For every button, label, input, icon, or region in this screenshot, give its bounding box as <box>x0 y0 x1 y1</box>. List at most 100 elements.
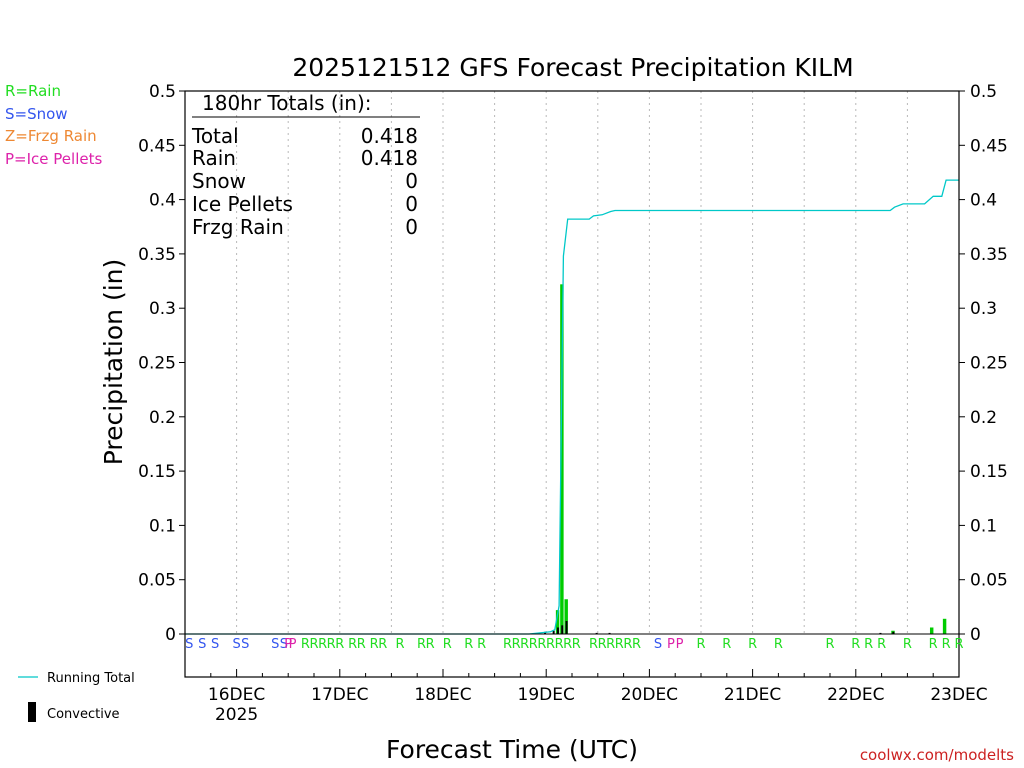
y-tick-label-right: 0.1 <box>970 516 997 536</box>
y-tick-label-left: 0.35 <box>138 245 176 265</box>
convective-bar <box>892 631 895 634</box>
convective-bar <box>565 620 568 634</box>
totals-snow-label: Snow <box>192 169 246 193</box>
convective-bar <box>561 625 564 634</box>
ptype-marker: R <box>443 637 452 652</box>
y-tick-label-left: 0.3 <box>149 299 176 319</box>
y-tick-label-right: 0 <box>970 625 981 645</box>
ptype-marker: S <box>280 637 288 652</box>
ptype-marker: R <box>903 637 912 652</box>
x-tick-sublabel: 2025 <box>215 705 258 725</box>
running-total-line <box>185 179 959 635</box>
ptype-marker: R <box>537 637 546 652</box>
legend-rain: R=Rain <box>5 82 61 100</box>
ptype-marker: R <box>520 637 529 652</box>
ptype-marker: R <box>395 637 404 652</box>
ptype-marker: P <box>284 637 292 652</box>
ptype-marker: R <box>825 637 834 652</box>
plot-frame <box>184 90 960 678</box>
totals-frzg-label: Frzg Rain <box>192 215 284 239</box>
y-tick-label-right: 0.15 <box>970 462 1008 482</box>
ptype-marker: R <box>327 637 336 652</box>
y-tick-label-left: 0.25 <box>138 354 176 374</box>
legend-frzg-rain: Z=Frzg Rain <box>5 127 97 145</box>
x-tick-label: 16DEC <box>208 685 265 705</box>
legend-running-total: Running Total <box>47 671 135 686</box>
ptype-marker: S <box>211 637 219 652</box>
ptype-marker: R <box>417 637 426 652</box>
ptype-marker: S <box>198 637 206 652</box>
ptype-marker: R <box>877 637 886 652</box>
ptype-marker: R <box>615 637 624 652</box>
y-tick-label-left: 0.4 <box>149 191 176 211</box>
y-tick-label-right: 0.05 <box>970 571 1008 591</box>
totals-ice-label: Ice Pellets <box>192 192 293 216</box>
ptype-marker: R <box>623 637 632 652</box>
x-tick-label: 18DEC <box>414 685 471 705</box>
convective-bar <box>595 632 598 634</box>
ptype-legend: R=Rain S=Snow Z=Frzg Rain P=Ice Pellets <box>5 82 102 168</box>
ptype-marker: R <box>426 637 435 652</box>
ptype-marker: R <box>864 637 873 652</box>
y-tick-label-right: 0.5 <box>970 82 997 102</box>
totals-box: 180hr Totals (in): Total 0.418 Rain 0.41… <box>191 91 420 239</box>
x-tick-label: 17DEC <box>311 685 368 705</box>
ptype-marker: R <box>632 637 641 652</box>
ptype-marker: R <box>598 637 607 652</box>
precip-bar <box>942 618 947 634</box>
ptype-marker: R <box>357 637 366 652</box>
y-axis-label: Precipitation (in) <box>99 259 128 466</box>
y-tick-label-right: 0.2 <box>970 408 997 428</box>
y-tick-label-right: 0.35 <box>970 245 1008 265</box>
ptype-marker: S <box>232 637 240 652</box>
ptype-marker: R <box>572 637 581 652</box>
y-tick-label-left: 0.05 <box>138 571 176 591</box>
ptype-marker: S <box>185 637 193 652</box>
ptype-marker: R <box>546 637 555 652</box>
y-tick-label-left: 0.5 <box>149 82 176 102</box>
ptype-marker: R <box>563 637 572 652</box>
y-tick-label-left: 0 <box>165 625 176 645</box>
y-tick-label-right: 0.45 <box>970 136 1008 156</box>
ptype-marker: R <box>301 637 310 652</box>
precip-bar <box>564 599 568 634</box>
y-tick-label-right: 0.25 <box>970 354 1008 374</box>
y-tick-label-left: 0.15 <box>138 462 176 482</box>
ptype-marker: R <box>942 637 951 652</box>
convective-bar <box>608 632 611 634</box>
precip-bar <box>560 284 564 634</box>
ptype-marker: P <box>289 637 297 652</box>
grid <box>236 91 908 634</box>
ptype-marker: R <box>318 637 327 652</box>
series-legend: Running Total Convective <box>18 671 135 722</box>
ptype-marker: R <box>464 637 473 652</box>
y-tick-label-right: 0.3 <box>970 299 997 319</box>
credit-text: coolwx.com/modelts <box>860 746 1014 764</box>
precip-bar <box>929 627 934 634</box>
y-tick-label-left: 0.2 <box>149 408 176 428</box>
y-tick-label-right: 0.4 <box>970 191 997 211</box>
ptype-marker: R <box>774 637 783 652</box>
ptype-markers: S S S S S S SPP R R R R R R R R R R R R R R R R R R R R R R R R R R R R R R S… <box>185 637 963 652</box>
ptype-marker: R <box>929 637 938 652</box>
totals-total-label: Total <box>191 124 239 148</box>
ptype-marker: S <box>654 637 662 652</box>
ptype-marker: R <box>378 637 387 652</box>
y-tick-label-left: 0.1 <box>149 516 176 536</box>
y-tick-label-left: 0.45 <box>138 136 176 156</box>
totals-frzg-value: 0 <box>405 215 418 239</box>
chart-title: 2025121512 GFS Forecast Precipitation KI… <box>292 53 853 82</box>
ptype-marker: R <box>555 637 564 652</box>
totals-rain-label: Rain <box>192 146 236 170</box>
ptype-marker: P <box>676 637 684 652</box>
precip-bar <box>555 610 560 634</box>
x-tick-label: 23DEC <box>930 685 987 705</box>
totals-total-value: 0.418 <box>361 124 418 148</box>
ptype-marker: R <box>529 637 538 652</box>
totals-ice-value: 0 <box>405 192 418 216</box>
x-tick-label: 22DEC <box>827 685 884 705</box>
ptype-marker: R <box>309 637 318 652</box>
ptype-marker: R <box>503 637 512 652</box>
x-tick-label: 19DEC <box>518 685 575 705</box>
